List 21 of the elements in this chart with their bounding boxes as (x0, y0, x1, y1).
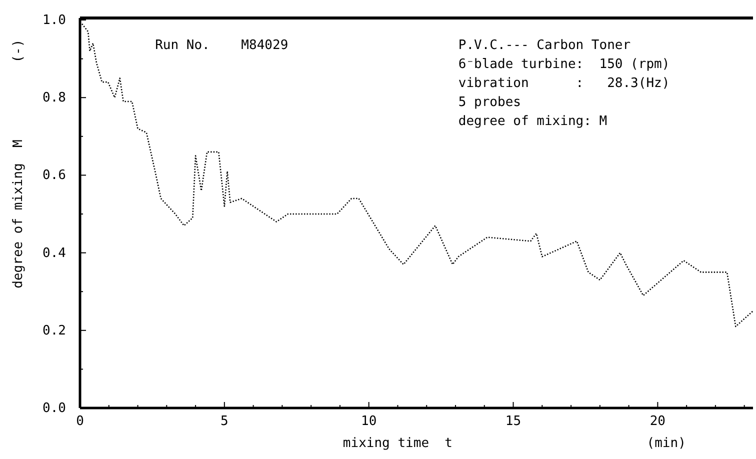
x-tick-label: 15 (505, 414, 522, 429)
x-tick-label: 0 (76, 414, 84, 429)
x-tick-label: 20 (650, 414, 666, 429)
y-tick-label: 0.4 (42, 246, 66, 261)
y-axis-title: degree of mixing M (11, 139, 26, 288)
annotation: 6⁻blade turbine: 150 (rpm) (458, 57, 670, 72)
y-tick-label: 1.0 (42, 13, 66, 28)
annotation: degree of mixing: M (458, 114, 608, 130)
annotation: Run No. M84029 (155, 38, 288, 54)
x-tick-label: 5 (220, 414, 228, 429)
text: (min) (646, 436, 686, 451)
annotation: P.V.C.--- Carbon Toner (458, 38, 631, 54)
y-tick-label: 0.0 (42, 401, 66, 416)
x-tick-label: 10 (361, 414, 377, 429)
y-tick-label: 0.6 (42, 168, 66, 184)
x-axis-title: mixing time t (342, 436, 453, 451)
text: (-) (11, 39, 26, 63)
annotation: 5 probes (458, 95, 522, 110)
annotation: vibration : 28.3(Hz) (458, 76, 670, 92)
y-tick-label: 0.8 (42, 90, 66, 106)
y-tick-label: 0.2 (42, 323, 66, 338)
